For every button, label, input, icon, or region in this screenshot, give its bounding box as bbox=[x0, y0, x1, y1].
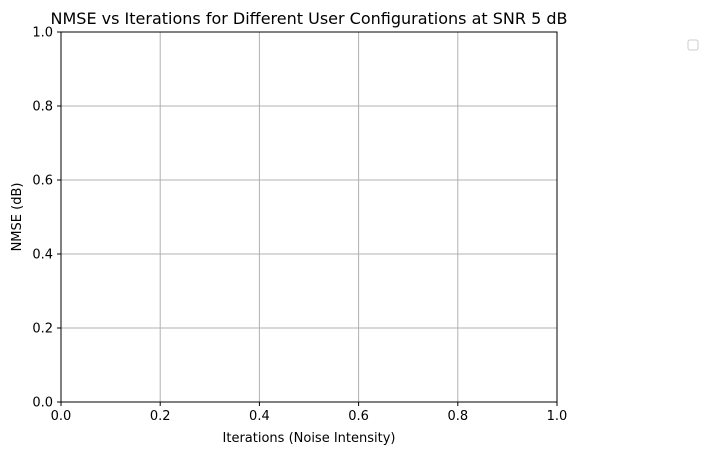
y-tick-label: 0.0 bbox=[32, 396, 53, 411]
y-tick-label: 0.4 bbox=[32, 248, 53, 263]
plot-area-frame bbox=[60, 31, 558, 403]
x-tick-label: 1.0 bbox=[547, 409, 568, 424]
x-axis-ticks: 0.0 0.2 0.4 0.6 0.8 1.0 bbox=[51, 402, 568, 424]
grid-lines bbox=[60, 31, 558, 403]
x-tick-label: 0.8 bbox=[447, 409, 468, 424]
y-tick-label: 0.2 bbox=[32, 322, 53, 337]
y-axis-ticks: 0.0 0.2 0.4 0.6 0.8 1.0 bbox=[32, 26, 61, 411]
x-tick-label: 0.6 bbox=[348, 409, 369, 424]
x-tick-label: 0.4 bbox=[249, 409, 270, 424]
legend-box bbox=[687, 39, 699, 51]
y-tick-label: 1.0 bbox=[32, 26, 53, 41]
x-tick-label: 0.0 bbox=[51, 409, 72, 424]
y-axis-label: NMSE (dB) bbox=[10, 183, 25, 252]
x-tick-label: 0.2 bbox=[150, 409, 171, 424]
y-tick-label: 0.6 bbox=[32, 174, 53, 189]
y-tick-label: 0.8 bbox=[32, 100, 53, 115]
x-axis-label: Iterations (Noise Intensity) bbox=[223, 431, 396, 446]
chart-title: NMSE vs Iterations for Different User Co… bbox=[51, 9, 568, 28]
